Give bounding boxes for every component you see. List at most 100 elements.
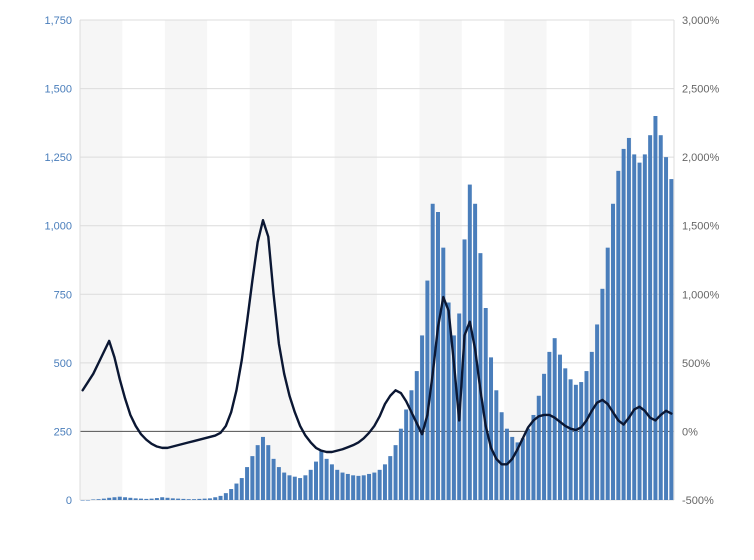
y-right-tick: 0% — [682, 426, 698, 438]
bar — [468, 185, 472, 500]
bar — [213, 497, 217, 500]
bar — [234, 484, 238, 500]
y-right-tick: 2,500% — [682, 84, 720, 96]
bar — [425, 281, 429, 500]
bar — [585, 371, 589, 500]
bar — [91, 499, 95, 500]
bar — [399, 429, 403, 500]
bar — [245, 467, 249, 500]
bar — [378, 470, 382, 500]
bar — [335, 470, 339, 500]
bar — [574, 385, 578, 500]
bar — [240, 478, 244, 500]
y-left-tick: 1,500 — [44, 84, 72, 96]
y-right-tick: 2,000% — [682, 152, 720, 164]
bar — [510, 437, 514, 500]
bar — [622, 149, 626, 500]
bar — [436, 212, 440, 500]
bar — [542, 374, 546, 500]
bar — [341, 473, 345, 500]
bar — [547, 352, 551, 500]
bar — [611, 204, 615, 500]
y-left-tick: 750 — [54, 289, 72, 301]
bar — [388, 456, 392, 500]
y-right-tick: -500% — [682, 495, 714, 507]
bar — [282, 473, 286, 500]
bar — [362, 475, 366, 500]
bar — [569, 379, 573, 500]
bar — [86, 500, 90, 501]
bar — [81, 500, 85, 501]
bar — [356, 476, 360, 500]
bar — [526, 429, 530, 500]
bar — [107, 498, 111, 500]
y-right-tick: 3,000% — [682, 15, 720, 27]
bar — [128, 498, 132, 500]
bar — [346, 474, 350, 500]
bar — [579, 382, 583, 500]
bar — [166, 498, 170, 500]
bar — [537, 396, 541, 500]
bar — [118, 497, 122, 500]
bar — [187, 499, 191, 500]
bar — [351, 475, 355, 500]
bar — [600, 289, 604, 500]
bar — [394, 445, 398, 500]
bar — [383, 464, 387, 500]
y-right-tick: 1,000% — [682, 289, 720, 301]
bar — [415, 371, 419, 500]
bar — [219, 496, 223, 500]
bar — [500, 412, 504, 500]
bar — [171, 498, 175, 500]
bar — [256, 445, 260, 500]
bar — [441, 248, 445, 500]
bar — [224, 493, 228, 500]
bar — [330, 464, 334, 500]
y-left-tick: 1,750 — [44, 15, 72, 27]
y-left-tick: 250 — [54, 426, 72, 438]
bar — [319, 451, 323, 500]
bar — [606, 248, 610, 500]
bar — [102, 499, 106, 500]
bar — [372, 473, 376, 500]
bar — [192, 499, 196, 500]
bar — [325, 459, 329, 500]
bar — [181, 499, 185, 500]
bar — [150, 499, 154, 500]
bar — [197, 499, 201, 500]
bar — [261, 437, 265, 500]
bar — [616, 171, 620, 500]
bar — [144, 499, 148, 500]
y-left-tick: 1,000 — [44, 221, 72, 233]
bar — [272, 459, 276, 500]
bar — [627, 138, 631, 500]
bar — [531, 415, 535, 500]
bar — [558, 355, 562, 500]
bar — [112, 497, 116, 500]
bar — [293, 477, 297, 500]
bar — [160, 497, 164, 500]
bar — [494, 390, 498, 500]
bar — [632, 154, 636, 500]
bar — [266, 445, 270, 500]
bar — [288, 475, 292, 500]
bar — [367, 474, 371, 500]
bar — [176, 499, 180, 500]
bar — [659, 135, 663, 500]
bar — [648, 135, 652, 500]
bar — [314, 462, 318, 500]
bar — [489, 357, 493, 500]
y-left-tick: 1,250 — [44, 152, 72, 164]
bar — [521, 438, 525, 500]
bar — [638, 163, 642, 500]
bar — [250, 456, 254, 500]
bar — [208, 498, 212, 500]
bar — [277, 467, 281, 500]
bar — [134, 498, 138, 500]
chart-container: Market cap in billion U.S. dollars Perce… — [0, 0, 754, 560]
bar — [653, 116, 657, 500]
bar — [643, 154, 647, 500]
bar — [229, 489, 233, 500]
bar — [155, 498, 159, 500]
y-left-tick: 500 — [54, 358, 72, 370]
